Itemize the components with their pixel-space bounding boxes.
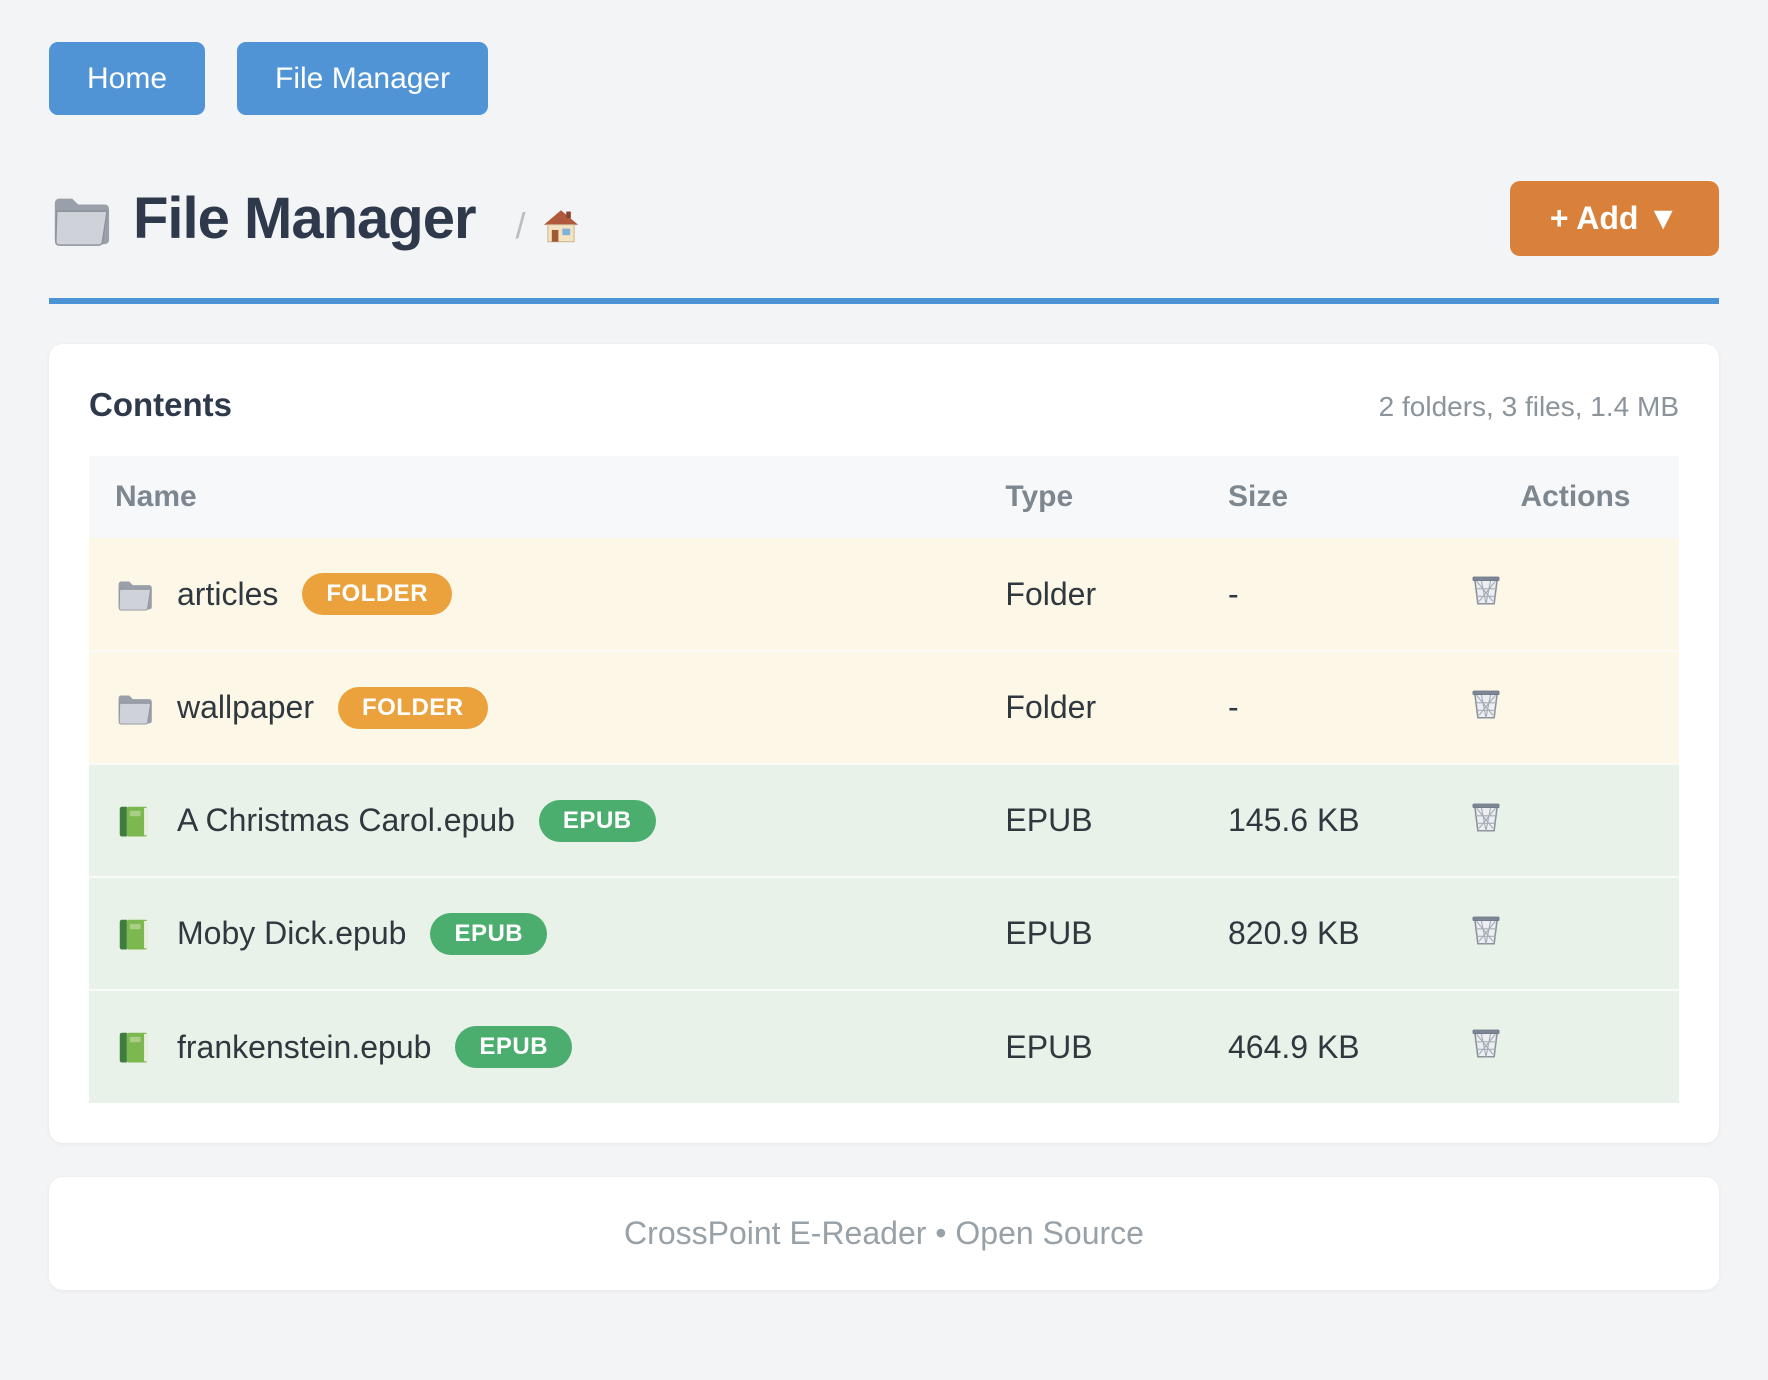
page-header: File Manager / + Add ▼: [49, 181, 1719, 256]
column-header-size: Size: [1201, 456, 1441, 538]
file-size: 145.6 KB: [1201, 763, 1441, 877]
file-name[interactable]: Moby Dick.epub: [177, 915, 407, 951]
table-row-frankenstein[interactable]: frankenstein.epub EPUB EPUB 464.9 KB: [89, 989, 1679, 1103]
column-header-actions: Actions: [1440, 456, 1679, 538]
table-row-moby-dick[interactable]: Moby Dick.epub EPUB EPUB 820.9 KB: [89, 876, 1679, 990]
page: Home File Manager File Manager / + Add ▼…: [49, 0, 1719, 1290]
delete-button[interactable]: [1466, 1023, 1506, 1063]
add-button[interactable]: + Add ▼: [1509, 181, 1719, 256]
file-name[interactable]: frankenstein.epub: [177, 1028, 432, 1065]
folder-icon: [115, 575, 153, 613]
file-table: Name Type Size Actions articles FOLDER F…: [89, 456, 1679, 1103]
file-size: -: [1201, 650, 1441, 764]
folder-badge: FOLDER: [337, 686, 488, 729]
file-size: 820.9 KB: [1201, 876, 1441, 990]
trash-icon: [1466, 1023, 1506, 1063]
footer: CrossPoint E-Reader • Open Source: [49, 1177, 1719, 1290]
contents-card: Contents 2 folders, 3 files, 1.4 MB Name…: [49, 344, 1719, 1143]
breadcrumb-separator: /: [515, 204, 526, 246]
column-header-type: Type: [979, 456, 1202, 538]
book-icon: [115, 915, 153, 953]
delete-button[interactable]: [1466, 570, 1506, 610]
breadcrumb: /: [516, 205, 582, 247]
epub-badge: EPUB: [538, 799, 656, 842]
delete-button[interactable]: [1466, 684, 1506, 724]
folder-icon: [49, 188, 111, 250]
file-size: 464.9 KB: [1201, 989, 1441, 1103]
delete-button[interactable]: [1466, 910, 1506, 950]
file-type: EPUB: [979, 763, 1202, 877]
folder-icon: [115, 689, 153, 727]
book-icon: [115, 1028, 153, 1066]
home-button[interactable]: Home: [49, 42, 206, 115]
file-name[interactable]: wallpaper: [177, 689, 314, 725]
file-name[interactable]: A Christmas Carol.epub: [177, 802, 515, 838]
folder-badge: FOLDER: [302, 573, 453, 615]
page-title: File Manager: [133, 186, 477, 251]
file-size: -: [1201, 538, 1441, 651]
top-nav: Home File Manager: [49, 42, 1719, 115]
table-row-wallpaper[interactable]: wallpaper FOLDER Folder -: [89, 650, 1679, 764]
column-header-name: Name: [89, 456, 980, 538]
trash-icon: [1466, 797, 1506, 837]
book-icon: [115, 802, 153, 840]
file-type: EPUB: [979, 876, 1202, 990]
table-row-christmas-carol[interactable]: A Christmas Carol.epub EPUB EPUB 145.6 K…: [89, 763, 1679, 877]
trash-icon: [1466, 910, 1506, 950]
title-divider: [49, 298, 1719, 304]
table-header-row: Name Type Size Actions: [89, 456, 1679, 538]
epub-badge: EPUB: [455, 1026, 573, 1068]
file-type: EPUB: [979, 989, 1202, 1103]
file-name[interactable]: articles: [177, 575, 279, 612]
contents-title: Contents: [89, 386, 232, 423]
trash-icon: [1466, 684, 1506, 724]
file-type: Folder: [979, 538, 1202, 651]
delete-button[interactable]: [1466, 797, 1506, 837]
file-manager-button[interactable]: File Manager: [237, 42, 489, 115]
contents-summary: 2 folders, 3 files, 1.4 MB: [1378, 391, 1679, 422]
file-type: Folder: [979, 650, 1202, 764]
home-icon[interactable]: [540, 205, 582, 247]
trash-icon: [1466, 570, 1506, 610]
epub-badge: EPUB: [430, 912, 548, 955]
table-row-articles[interactable]: articles FOLDER Folder -: [89, 538, 1679, 651]
footer-text: CrossPoint E-Reader • Open Source: [624, 1215, 1144, 1251]
